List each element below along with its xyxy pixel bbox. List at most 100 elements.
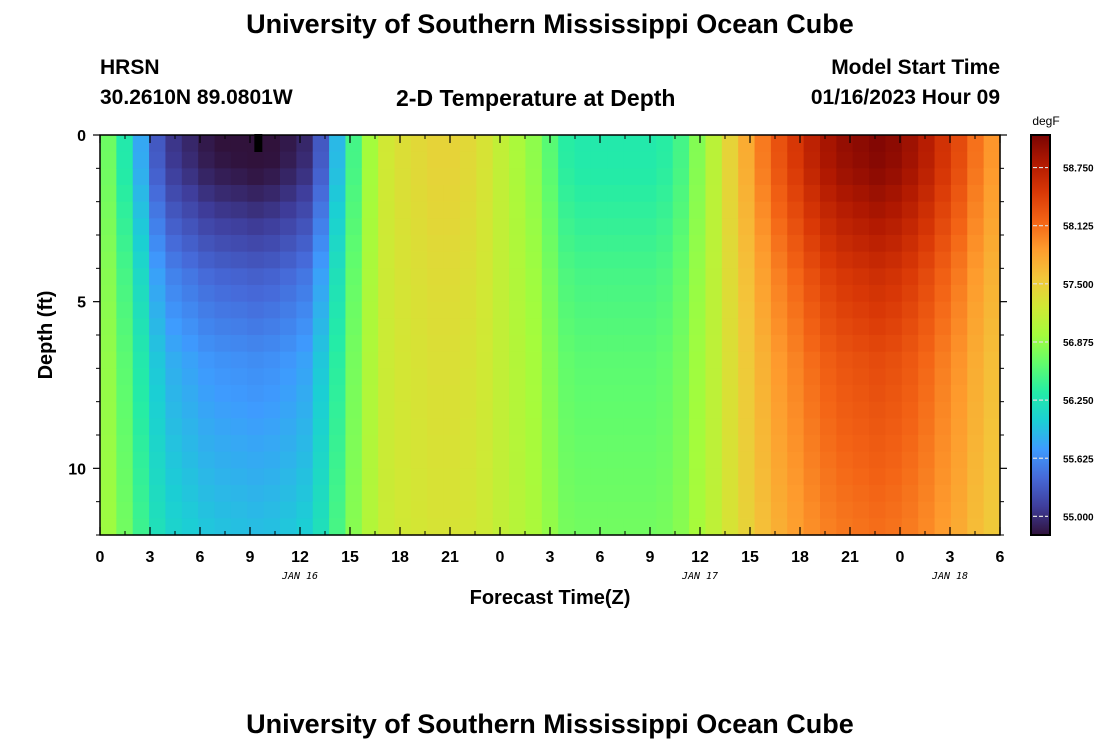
heatmap-cell [247,335,265,353]
heatmap-cell [198,385,216,403]
heatmap-cell [918,318,936,336]
heatmap-cell [509,218,527,236]
heatmap-cell [149,251,167,269]
heatmap-cell [754,451,772,469]
heatmap-cell [198,168,216,186]
heatmap-cell [852,201,870,219]
heatmap-cell [852,368,870,386]
heatmap-cell [607,468,625,486]
heatmap-cell [230,185,248,203]
heatmap-cell [770,251,788,269]
heatmap-cell [296,268,314,286]
heatmap-cell [378,201,396,219]
heatmap-cell [640,518,657,536]
heatmap-cell [329,335,347,353]
heatmap-cell [656,418,674,436]
heatmap-cell [901,135,919,153]
heatmap-cell [738,368,756,386]
heatmap-cell [934,151,952,169]
heatmap-cell [820,501,837,519]
heatmap-cell [296,368,314,386]
heatmap-cell [214,401,232,419]
heatmap-cell [296,335,314,353]
heatmap-cell [132,151,150,169]
heatmap-cell [460,185,477,203]
heatmap-cell [820,318,837,336]
heatmap-cell [983,285,1001,303]
heatmap-cell [509,368,527,386]
heatmap-cell [394,435,412,453]
heatmap-cell [738,235,756,253]
heatmap-cell [214,335,232,353]
heatmap-cell [181,168,199,186]
heatmap-cell [541,135,559,153]
heatmap-cell [672,468,690,486]
heatmap-cell [672,135,690,153]
heatmap-cell [427,451,445,469]
heatmap-cell [198,518,216,536]
heatmap-cell [361,151,379,169]
heatmap-cell [329,151,347,169]
heatmap-cell [165,418,183,436]
heatmap-cell [820,218,837,236]
heatmap-cell [410,151,428,169]
heatmap-cell [525,451,543,469]
heatmap-cell [100,368,117,386]
heatmap-cell [656,518,674,536]
heatmap-cell [312,351,330,369]
heatmap-cell [656,385,674,403]
heatmap-cell [312,251,330,269]
heatmap-cell [803,285,821,303]
heatmap-cell [280,435,297,453]
heatmap-cell [476,168,494,186]
heatmap-cell [820,468,837,486]
heatmap-cell [116,501,134,519]
heatmap-cell [852,218,870,236]
heatmap-cell [345,435,363,453]
heatmap-cell [132,418,150,436]
heatmap-cell [296,185,314,203]
heatmap-cell [574,335,592,353]
heatmap-cell [934,501,952,519]
heatmap-cell [950,285,968,303]
heatmap-cell [918,285,936,303]
heatmap-cell [738,168,756,186]
heatmap-cell [116,385,134,403]
heatmap-cell [672,235,690,253]
heatmap-cell [640,351,657,369]
heatmap-cell [280,185,297,203]
heatmap-cell [460,385,477,403]
heatmap-cell [263,401,281,419]
heatmap-cell [918,401,936,419]
heatmap-cell [689,301,707,319]
heatmap-cell [394,318,412,336]
heatmap-cell [525,185,543,203]
heatmap-cell [361,185,379,203]
x-tick-label: 18 [391,549,409,566]
heatmap-cell [869,318,887,336]
heatmap-cell [656,485,674,503]
heatmap-cell [230,435,248,453]
heatmap-cell [918,268,936,286]
heatmap-cell [263,451,281,469]
heatmap-cell [181,318,199,336]
heatmap-cell [165,451,183,469]
colorbar-tick-label: 58.750 [1063,164,1094,175]
heatmap-cell [558,318,576,336]
heatmap-cell [116,351,134,369]
heatmap-cell [590,285,608,303]
heatmap-cell [672,351,690,369]
heatmap-cell [280,485,297,503]
heatmap-cell [705,151,723,169]
heatmap-cell [672,268,690,286]
heatmap-cell [950,418,968,436]
heatmap-cell [918,251,936,269]
heatmap-cell [721,168,739,186]
heatmap-cell [983,435,1001,453]
heatmap-cell [754,151,772,169]
heatmap-cell [901,251,919,269]
heatmap-cell [640,135,657,153]
heatmap-cell [754,351,772,369]
heatmap-cell [689,168,707,186]
heatmap-cell [983,218,1001,236]
